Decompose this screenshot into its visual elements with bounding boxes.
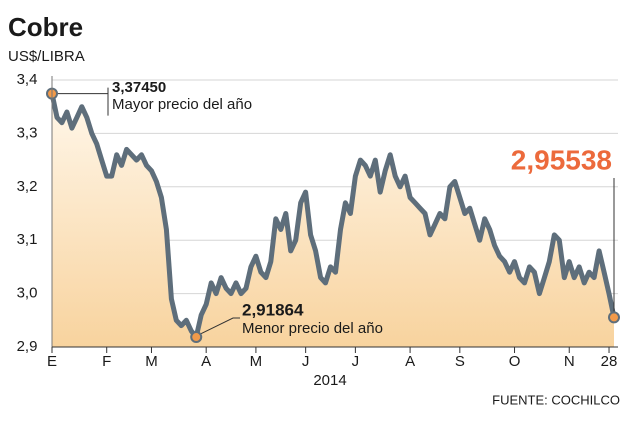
point-marker bbox=[190, 331, 203, 344]
x-tick-label: S bbox=[455, 353, 465, 370]
leader-line bbox=[56, 87, 109, 116]
x-tick-label: N bbox=[564, 353, 575, 370]
x-tick-label: 28 bbox=[601, 353, 618, 370]
annotation: Mayor precio del año bbox=[112, 96, 252, 113]
x-tick-label: A bbox=[405, 353, 415, 370]
annotation: Menor precio del año bbox=[242, 320, 383, 337]
x-tick-label: M bbox=[250, 353, 263, 370]
x-axis-label: 2014 bbox=[313, 372, 346, 389]
value-label: 2,95538 bbox=[511, 144, 612, 175]
area bbox=[52, 93, 614, 347]
point-marker bbox=[608, 311, 620, 324]
y-tick-label: 3,1 bbox=[17, 231, 38, 248]
value-label: 3,37450 bbox=[112, 79, 166, 96]
y-tick-label: 3,3 bbox=[17, 124, 38, 141]
line bbox=[49, 91, 617, 340]
x-tick-label: A bbox=[201, 353, 211, 370]
source: FUENTE: COCHILCO bbox=[492, 392, 620, 407]
y-tick-label: 3,2 bbox=[17, 178, 38, 195]
leader-line bbox=[200, 317, 240, 335]
x-tick-label: J bbox=[352, 353, 360, 370]
x-tick-label: O bbox=[509, 353, 521, 370]
x-tick-label: J bbox=[302, 353, 310, 370]
x-tick-label: E bbox=[47, 353, 57, 370]
x-tick-label: F bbox=[102, 353, 111, 370]
y-tick-label: 3,0 bbox=[17, 285, 38, 302]
value-label: 2,91864 bbox=[242, 300, 304, 319]
chart-title: Cobre bbox=[8, 12, 83, 42]
chart-subtitle: US$/LIBRA bbox=[8, 48, 85, 65]
y-tick-label: 2,9 bbox=[17, 338, 38, 355]
y-tick-label: 3,4 bbox=[17, 71, 38, 88]
x-tick-label: M bbox=[145, 353, 158, 370]
